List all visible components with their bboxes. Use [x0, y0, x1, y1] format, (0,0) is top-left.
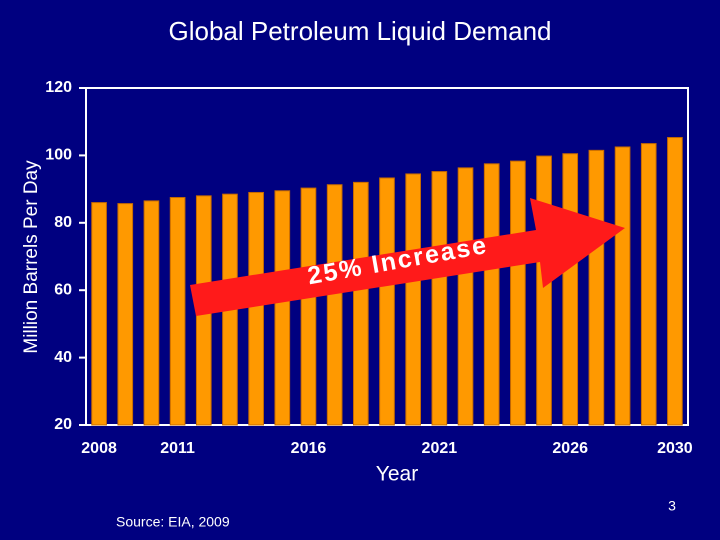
bar	[143, 200, 160, 426]
x-axis-label: Year	[376, 463, 418, 486]
y-tick-label: 40	[54, 349, 72, 366]
bar	[667, 137, 683, 426]
y-tick-label: 60	[54, 281, 72, 298]
bar	[510, 160, 526, 426]
bar	[562, 153, 579, 426]
bar	[300, 187, 317, 426]
bar	[91, 202, 107, 426]
bar	[483, 163, 500, 426]
x-tick-label: 2030	[657, 440, 693, 457]
x-tick-label: 2021	[422, 440, 458, 457]
bar	[431, 171, 448, 426]
source-note: Source: EIA, 2009	[116, 514, 230, 530]
y-tick-label: 20	[54, 416, 72, 433]
bar	[379, 177, 395, 426]
bar	[169, 197, 186, 426]
bar	[536, 155, 552, 426]
page-number: 3	[668, 498, 676, 514]
x-tick-label: 2026	[552, 440, 588, 457]
x-tick-label: 2016	[291, 440, 327, 457]
bar	[274, 190, 291, 426]
bar	[405, 173, 422, 426]
y-tick-label: 80	[54, 214, 72, 231]
bar	[588, 149, 605, 426]
bar	[248, 191, 264, 426]
bar	[352, 181, 369, 426]
trend-arrow	[190, 198, 625, 316]
bar	[614, 146, 631, 426]
bar	[117, 203, 134, 426]
y-axis-label: Million Barrels Per Day	[21, 160, 42, 354]
x-tick-label: 2011	[160, 440, 195, 457]
bar	[326, 184, 343, 426]
y-tick-label: 120	[45, 79, 72, 96]
chart-title: Global Petroleum Liquid Demand	[169, 16, 552, 46]
x-tick-label: 2008	[81, 440, 117, 457]
y-tick-label: 100	[45, 147, 72, 164]
bar	[640, 143, 657, 426]
bar	[457, 167, 474, 426]
